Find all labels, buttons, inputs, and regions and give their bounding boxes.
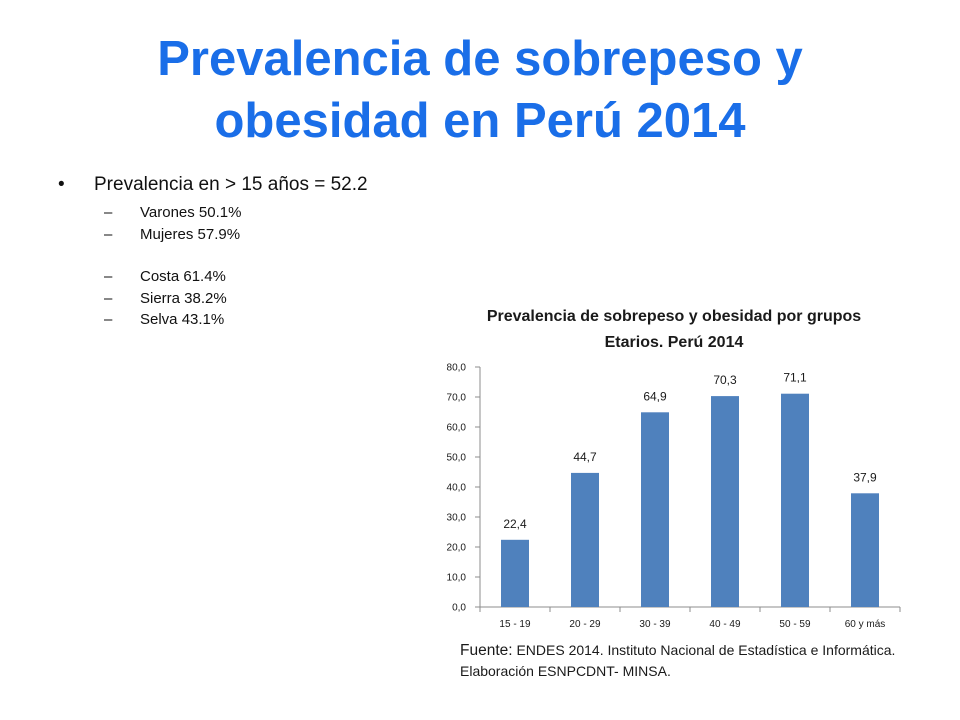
bar xyxy=(781,393,809,607)
x-category-label: 20 - 29 xyxy=(569,619,601,630)
sub-bullet-text: Selva 43.1% xyxy=(140,311,225,328)
bullet-list: • Prevalencia en > 15 años = 52.2 – Varo… xyxy=(58,172,368,331)
y-tick-label: 60,0 xyxy=(447,423,467,434)
y-tick-label: 80,0 xyxy=(447,363,467,374)
x-category-label: 15 - 19 xyxy=(499,619,531,630)
bar xyxy=(501,539,529,607)
y-tick-label: 20,0 xyxy=(447,543,467,554)
bar-data-label: 22,4 xyxy=(503,517,527,531)
sub-bullet-selva: – Selva 43.1% xyxy=(104,309,368,331)
bar-data-label: 71,1 xyxy=(783,371,807,385)
bar xyxy=(711,396,739,607)
bullet-marker: • xyxy=(58,174,65,195)
sub-bullet-costa: – Costa 61.4% xyxy=(104,266,368,288)
bar-data-label: 44,7 xyxy=(573,450,597,464)
x-category-label: 50 - 59 xyxy=(779,619,811,630)
sub-bullet-list: – Varones 50.1% – Mujeres 57.9% – Costa … xyxy=(104,202,368,331)
sub-bullet-sierra: – Sierra 38.2% xyxy=(104,288,368,310)
chart-title-line-1: Prevalencia de sobrepeso y obesidad por … xyxy=(486,308,862,325)
sub-bullet-marker: – xyxy=(104,204,113,221)
y-tick-label: 50,0 xyxy=(447,453,467,464)
sub-bullet-varones: – Varones 50.1% xyxy=(104,202,368,224)
bar-data-label: 70,3 xyxy=(713,373,737,387)
bar xyxy=(641,412,669,607)
sub-bullet-text: Mujeres 57.9% xyxy=(140,225,241,243)
source-label: Fuente: xyxy=(460,642,513,659)
slide-title: Prevalencia de sobrepeso y obesidad en P… xyxy=(60,28,900,152)
source-text: ENDES 2014. Instituto Nacional de Estadí… xyxy=(460,642,896,679)
sub-bullet-marker: – xyxy=(104,268,113,285)
sub-bullet-marker: – xyxy=(104,311,113,328)
sub-bullet-mujeres: – Mujeres 57.9% xyxy=(104,224,368,246)
main-bullet: • Prevalencia en > 15 años = 52.2 xyxy=(58,172,368,198)
x-category-label: 60 y más xyxy=(845,619,886,630)
y-tick-label: 70,0 xyxy=(447,393,467,404)
sub-bullet-marker: – xyxy=(104,225,113,243)
slide-title-line-2: obesidad en Perú 2014 xyxy=(214,94,746,148)
chart-title-line-2: Etarios. Perú 2014 xyxy=(604,334,744,351)
bar-data-label: 64,9 xyxy=(643,389,667,403)
slide-title-line-1: Prevalencia de sobrepeso y xyxy=(157,32,803,86)
bar-data-label: 37,9 xyxy=(853,470,877,484)
bar xyxy=(851,493,879,607)
x-category-label: 40 - 49 xyxy=(709,619,741,630)
source-note: Fuente: ENDES 2014. Instituto Nacional d… xyxy=(460,640,910,682)
y-tick-label: 0,0 xyxy=(452,603,466,614)
y-tick-label: 40,0 xyxy=(447,483,467,494)
x-category-label: 30 - 39 xyxy=(639,619,671,630)
main-bullet-text: Prevalencia en > 15 años = 52.2 xyxy=(94,174,368,195)
y-tick-label: 10,0 xyxy=(447,573,467,584)
sub-bullet-text: Sierra 38.2% xyxy=(140,289,227,307)
y-tick-label: 30,0 xyxy=(447,513,467,524)
sub-bullet-text: Varones 50.1% xyxy=(140,204,242,221)
sub-bullet-marker: – xyxy=(104,289,113,307)
sub-bullet-text: Costa 61.4% xyxy=(140,268,226,285)
chart-title: Prevalencia de sobrepeso y obesidad por … xyxy=(444,304,904,356)
bar xyxy=(571,472,599,607)
